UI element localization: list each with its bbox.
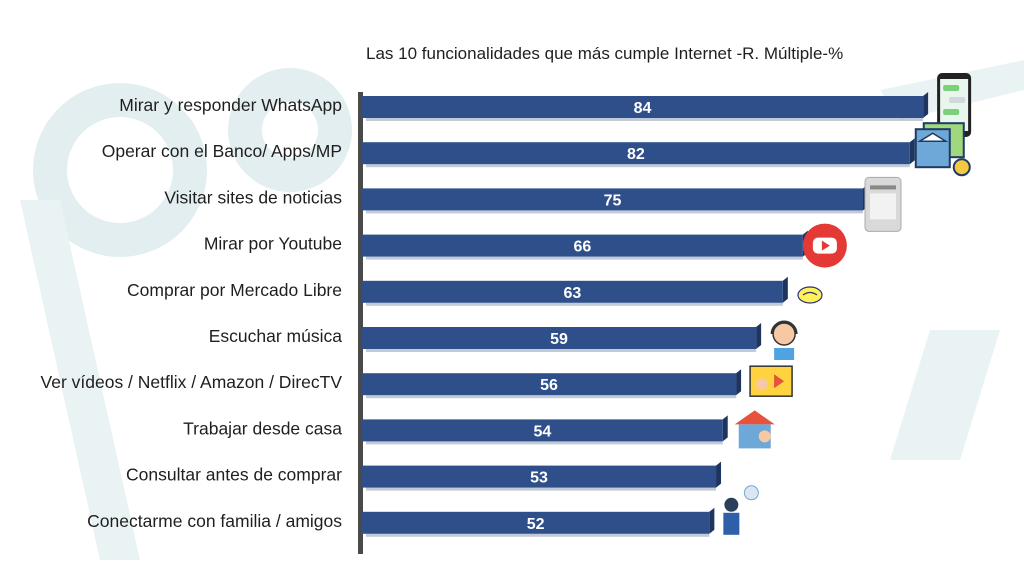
bar-shadow xyxy=(366,349,757,352)
bar-edge xyxy=(722,415,728,442)
bar-shadow xyxy=(366,210,863,214)
category-label: Mirar y responder WhatsApp xyxy=(119,95,342,115)
bar xyxy=(362,96,924,118)
category-label: Consultar antes de comprar xyxy=(126,465,342,485)
data-label: 84 xyxy=(634,100,652,117)
mercado-libre-icon xyxy=(797,286,823,304)
data-label: 59 xyxy=(550,331,568,348)
bar-shadow xyxy=(366,441,723,445)
bank-money-icon xyxy=(914,122,971,177)
bar-edge xyxy=(909,138,915,165)
bar-edge xyxy=(709,507,715,534)
bar-edge xyxy=(756,323,762,349)
category-label: Visitar sites de noticias xyxy=(164,187,342,207)
category-label: Trabajar desde casa xyxy=(183,418,342,438)
bar-shadow xyxy=(366,302,783,306)
news-tablet-icon xyxy=(864,176,902,232)
data-label: 82 xyxy=(627,146,645,163)
data-label: 63 xyxy=(564,285,582,302)
bar xyxy=(362,188,863,211)
bar xyxy=(362,327,757,349)
bar xyxy=(362,419,723,442)
bar-shadow xyxy=(366,533,710,537)
bar xyxy=(362,280,783,303)
family-call-icon xyxy=(723,485,759,535)
category-label: Operar con el Banco/ Apps/MP xyxy=(102,141,342,161)
bar-shadow xyxy=(366,395,737,399)
bar xyxy=(362,373,737,396)
data-label: 75 xyxy=(604,192,622,209)
bar xyxy=(362,142,910,165)
bar-edge xyxy=(716,461,722,488)
chart-title: Las 10 funcionalidades que más cumple In… xyxy=(366,44,844,63)
data-label: 53 xyxy=(530,470,548,487)
bar xyxy=(362,511,710,534)
category-label: Conectarme con familia / amigos xyxy=(87,511,342,531)
youtube-icon xyxy=(802,223,847,268)
y-axis-line xyxy=(358,92,363,554)
bar xyxy=(362,234,803,257)
category-label: Escuchar música xyxy=(209,326,343,346)
bar-edge xyxy=(782,276,788,303)
bar-shadow xyxy=(366,164,910,168)
bar-edge xyxy=(736,369,742,396)
data-label: 54 xyxy=(533,423,551,440)
category-label: Mirar por Youtube xyxy=(204,234,342,254)
data-label: 52 xyxy=(527,516,545,533)
bar-shadow xyxy=(366,118,924,121)
bar xyxy=(362,465,717,488)
data-label: 56 xyxy=(540,377,558,394)
home-office-icon xyxy=(734,410,775,449)
video-streaming-icon xyxy=(749,365,793,397)
data-label: 66 xyxy=(574,239,592,256)
category-label: Comprar por Mercado Libre xyxy=(127,280,342,300)
bar-shadow xyxy=(366,487,717,491)
bar-shadow xyxy=(366,256,803,260)
category-label: Ver vídeos / Netflix / Amazon / DirecTV xyxy=(41,372,343,392)
headphones-music-icon xyxy=(770,320,798,360)
bar-edge xyxy=(923,92,929,118)
